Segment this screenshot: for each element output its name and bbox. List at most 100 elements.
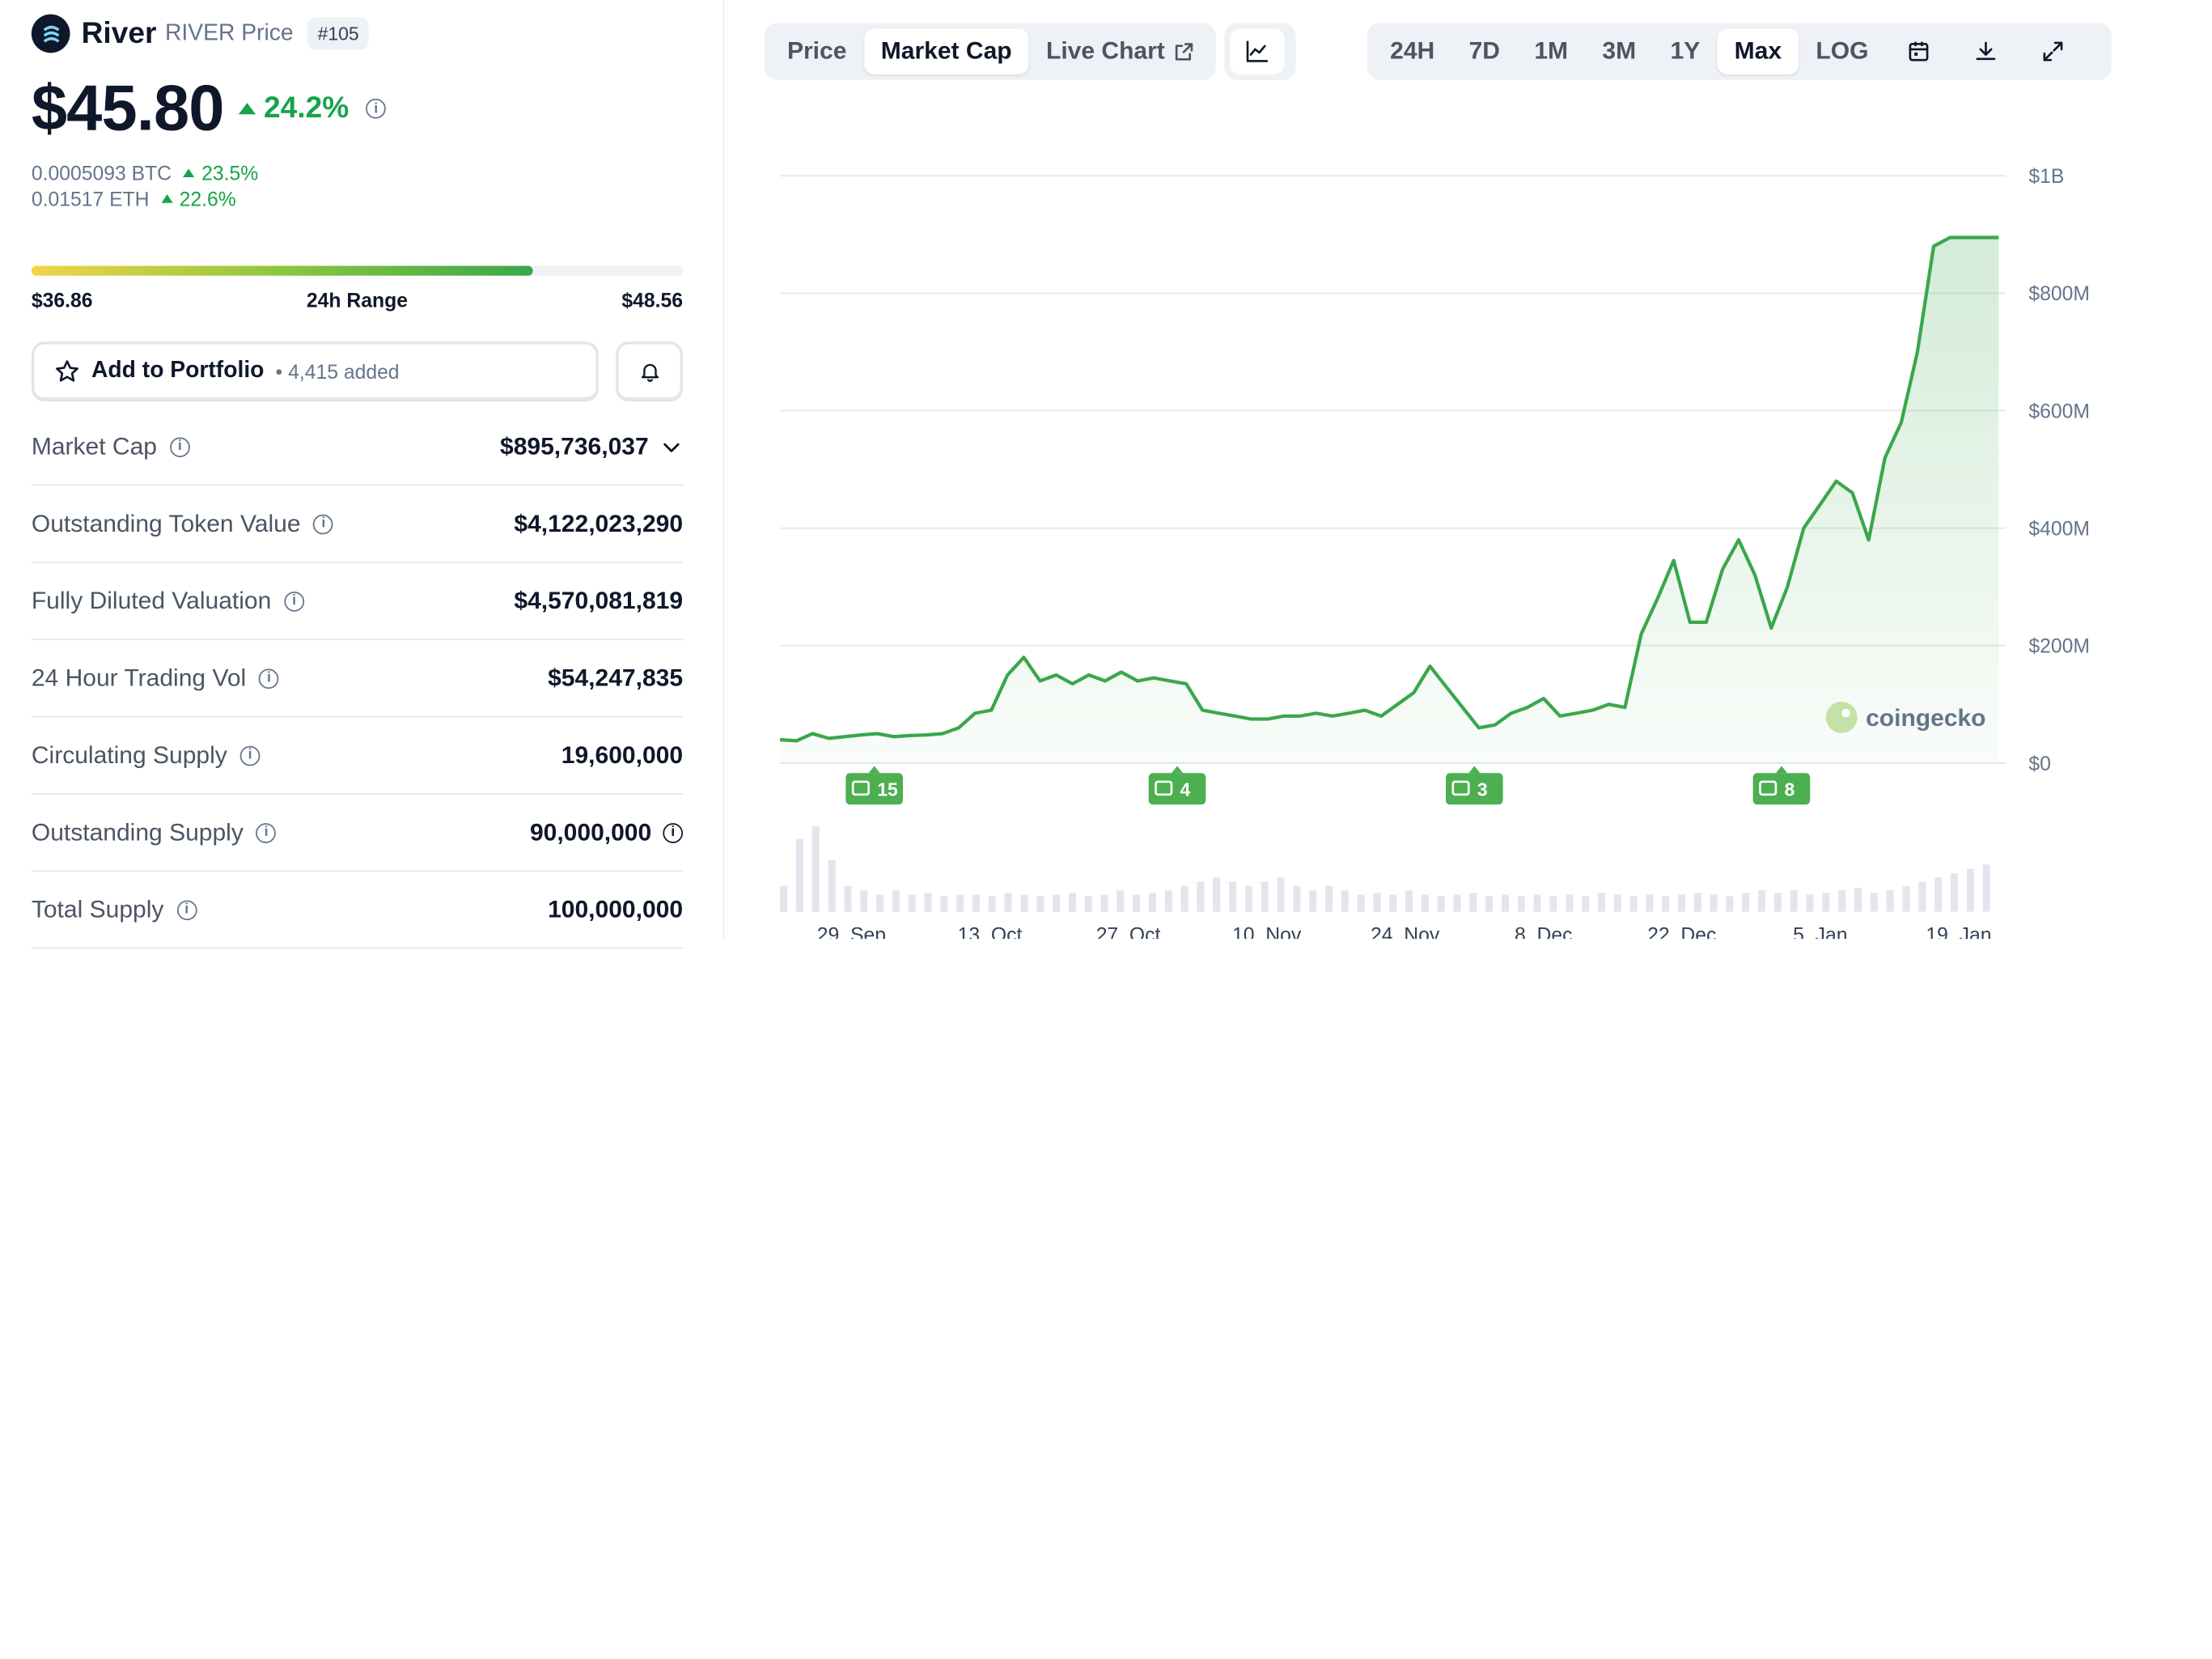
stat-value: $4,122,023,290 <box>514 510 683 538</box>
download-icon <box>1977 41 1997 61</box>
range-bar <box>31 265 684 276</box>
volume-bar <box>1261 881 1269 912</box>
volume-bar <box>1020 894 1028 912</box>
volume-bar <box>908 894 916 912</box>
stat-value-text: $4,570,081,819 <box>514 586 684 614</box>
stat-label: Fully Diluted Valuation i <box>32 587 304 615</box>
tab-price[interactable]: Price <box>770 28 864 74</box>
volume-bar <box>844 885 852 912</box>
expand-icon <box>2044 41 2064 62</box>
volume-bar <box>1148 893 1156 912</box>
series-line <box>779 235 1999 743</box>
x-tick-label: 24. Nov <box>1371 925 1440 939</box>
volume-bar <box>1357 894 1365 912</box>
stat-value-text: 19,600,000 <box>561 740 684 769</box>
y-tick-label: $0 <box>2028 753 2051 775</box>
range-high: $48.56 <box>621 288 684 312</box>
volume-bar <box>1662 896 1670 912</box>
y-tick-label: $800M <box>2028 283 2090 305</box>
portfolio-button-label: Add to Portfolio <box>91 358 265 383</box>
volume-bar <box>1469 893 1477 912</box>
up-arrow-icon <box>183 168 195 177</box>
info-icon[interactable]: i <box>256 822 277 842</box>
volume-bar <box>1229 881 1237 912</box>
rank-badge: #105 <box>307 17 370 50</box>
calendar-button[interactable] <box>1886 28 1953 74</box>
price-alert-button[interactable] <box>616 342 684 402</box>
eth-change: 22.6% <box>160 187 236 210</box>
volume-bar <box>811 825 820 912</box>
range-1m-button[interactable]: 1M <box>1534 36 1569 65</box>
range-24h-button[interactable]: 24H <box>1390 36 1435 65</box>
stat-label: 24 Hour Trading Vol i <box>32 664 279 692</box>
volume-bar <box>860 890 868 912</box>
info-icon[interactable]: i <box>366 98 387 119</box>
x-tick-label: 29. Sep <box>817 925 886 939</box>
x-tick-label: 27. Oct <box>1096 925 1161 939</box>
range-7d-button[interactable]: 7D <box>1468 36 1500 65</box>
volume-bar <box>1244 885 1252 912</box>
price-row: $45.80 24.2% i <box>32 71 387 146</box>
fullscreen-button[interactable] <box>2020 28 2087 74</box>
external-link-icon <box>1176 42 1193 60</box>
volume-bar <box>1677 894 1685 912</box>
volume-bar <box>1277 877 1285 912</box>
volume-bar <box>1982 864 1990 912</box>
info-icon[interactable]: i <box>663 822 684 842</box>
volume-bar <box>1597 893 1605 912</box>
line-chart-icon <box>1246 40 1269 62</box>
volume-bar <box>1902 885 1910 912</box>
stat-label-text: Circulating Supply <box>31 740 227 769</box>
news-marker-count: 4 <box>1180 779 1191 800</box>
range-1y-button[interactable]: 1Y <box>1670 36 1701 65</box>
y-tick-label: $600M <box>2028 401 2090 422</box>
download-button[interactable] <box>1953 28 2020 74</box>
tab-price-label: Price <box>786 36 847 65</box>
news-marker-count: 8 <box>1784 779 1795 800</box>
volume-bar <box>1100 894 1108 912</box>
coin-name: River <box>81 16 157 49</box>
x-tick-label: 22. Dec <box>1647 925 1716 939</box>
watermark-text: coingecko <box>1866 705 1985 732</box>
news-marker-count: 3 <box>1477 779 1488 800</box>
volume-bar <box>1036 896 1045 912</box>
newspaper-icon <box>851 780 870 796</box>
volume-bar <box>1117 890 1125 912</box>
volume-bar <box>1389 894 1397 912</box>
volume-bar <box>1918 881 1926 912</box>
volume-bar <box>1549 896 1557 912</box>
range-log-button[interactable]: LOG <box>1816 36 1869 65</box>
range-selector: 24H 7D 1M 3M 1Y Max LOG <box>1367 23 2112 80</box>
added-text: 4,415 added <box>288 359 400 383</box>
tab-live-chart[interactable]: Live Chart <box>1029 28 1212 74</box>
info-icon[interactable]: i <box>176 899 197 920</box>
market-cap-chart[interactable]: $0 $200M $400M $600M $800M $1B coingecko 15 4 3 8 2… <box>772 143 2212 940</box>
info-icon[interactable]: i <box>259 668 279 689</box>
info-icon[interactable]: i <box>169 436 190 457</box>
btc-change-value: 23.5% <box>201 161 259 185</box>
info-icon[interactable]: i <box>284 591 304 611</box>
bell-icon <box>640 363 659 382</box>
tab-market-cap[interactable]: Market Cap <box>863 28 1029 74</box>
line-chart-button[interactable] <box>1230 28 1285 74</box>
stat-row: Outstanding Supply i 90,000,000 i <box>31 795 684 872</box>
y-tick-label: $200M <box>2028 636 2090 658</box>
volume-bar <box>1726 896 1734 912</box>
coingecko-logo-icon <box>1825 702 1858 733</box>
volume-bar <box>1742 893 1750 912</box>
range-3m-button[interactable]: 3M <box>1602 36 1637 65</box>
add-to-portfolio-button[interactable]: Add to Portfolio • 4,415 added <box>31 342 599 402</box>
range-max-button[interactable]: Max <box>1717 28 1799 74</box>
price-change-value: 24.2% <box>264 91 350 125</box>
stat-row: Fully Diluted Valuation i $4,570,081,819 <box>31 563 684 641</box>
volume-bar <box>1870 893 1878 912</box>
volume-bar <box>875 894 884 912</box>
stat-label: Circulating Supply i <box>32 741 261 770</box>
volume-bar <box>1084 896 1092 912</box>
volume-bar <box>1068 893 1076 912</box>
info-icon[interactable]: i <box>239 745 261 766</box>
info-icon[interactable]: i <box>313 513 334 534</box>
news-marker-pointer <box>868 766 880 774</box>
stat-label: Outstanding Supply i <box>32 818 277 846</box>
chevron-down-icon[interactable] <box>660 435 683 458</box>
